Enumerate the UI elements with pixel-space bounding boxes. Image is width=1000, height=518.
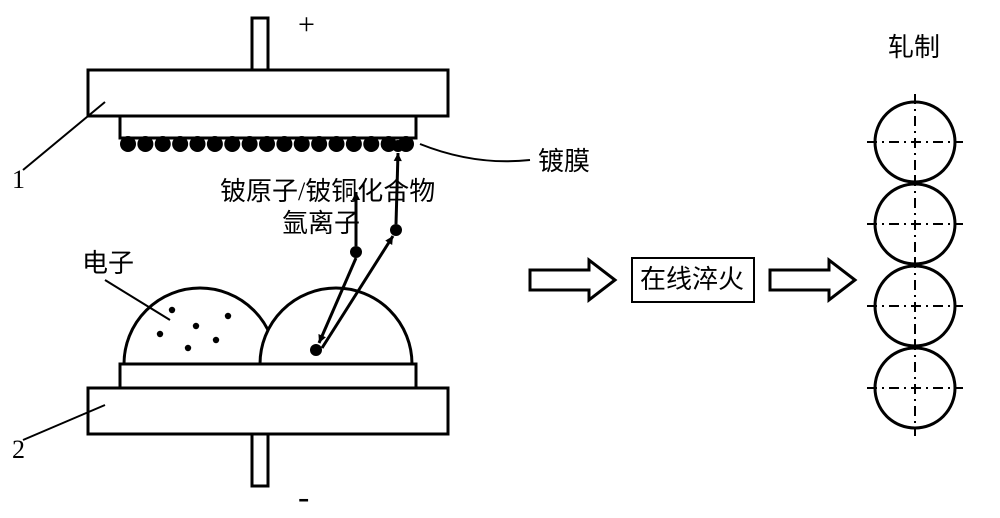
label-be-compound: 铍原子/铍铜化合物 bbox=[220, 177, 435, 206]
label-quench: 在线淬火 bbox=[640, 265, 744, 294]
label-roll: 轧制 bbox=[888, 33, 940, 62]
label-1: 1 bbox=[12, 165, 25, 194]
label-minus: - bbox=[298, 479, 309, 516]
label-2: 2 bbox=[12, 435, 25, 464]
label-plus: + bbox=[298, 8, 315, 41]
label-film: 镀膜 bbox=[538, 147, 590, 176]
diagram: 1 2 + - 电子 镀膜铍原子/铍铜化合物氩离子在线淬火 轧制 bbox=[0, 0, 1000, 518]
label-ar-ion: 氩离子 bbox=[282, 209, 360, 238]
label-electron: 电子 bbox=[82, 249, 134, 278]
